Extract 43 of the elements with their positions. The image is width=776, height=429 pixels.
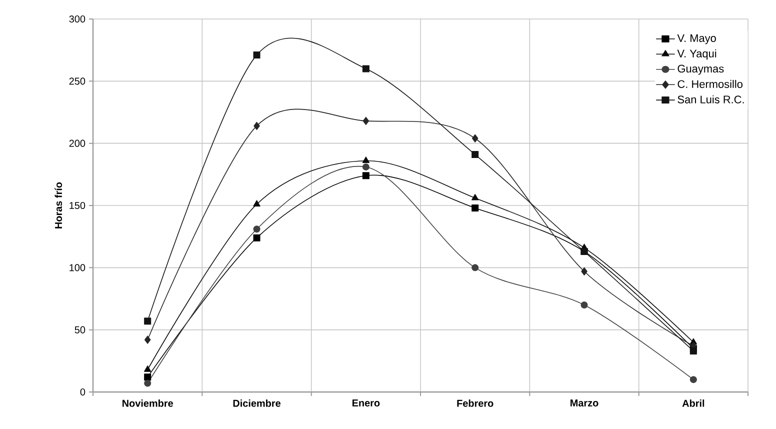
point [581,267,588,276]
point [144,374,152,381]
point [144,366,152,372]
x-tick-label: Enero [352,400,380,406]
y-tick-label: 300 [69,15,86,23]
point [144,380,152,387]
x-tick-label: Diciembre [233,400,280,407]
legend-label: San Luis R.C. [678,95,744,104]
y-tick-label: 150 [70,202,86,210]
point [362,65,370,72]
y-tick-label: 250 [69,78,86,85]
point [362,172,370,180]
point [580,301,588,308]
x-tick-label: Noviembre [122,400,173,407]
point [253,226,260,233]
y-tick-label: 100 [70,264,86,272]
point [362,163,370,170]
point [253,52,260,59]
point [690,376,697,384]
x-tick-label: Marzo [570,400,598,406]
point [472,194,479,200]
point [472,204,479,212]
point [472,134,478,142]
point [362,156,370,163]
point [254,122,260,130]
legend-label: V. Mayo [677,34,716,44]
point [253,234,260,242]
y-tick-label: 200 [69,140,86,147]
legend-label: V. Yaqui [677,49,716,60]
y-tick-label: 0 [80,388,86,396]
legend-label: C. Hermosillo [678,80,742,88]
point [144,318,152,325]
x-tick-label: Febrero [457,400,494,407]
point [690,347,697,354]
x-tick-label: Abril [682,400,704,407]
legend-label: Guaymas [678,64,724,75]
point [472,264,479,272]
point [472,151,479,158]
point [362,116,370,126]
point [144,336,151,344]
y-tick-label: 50 [74,326,86,334]
y-axis-title: Horas frío [54,182,62,228]
point [253,200,260,206]
